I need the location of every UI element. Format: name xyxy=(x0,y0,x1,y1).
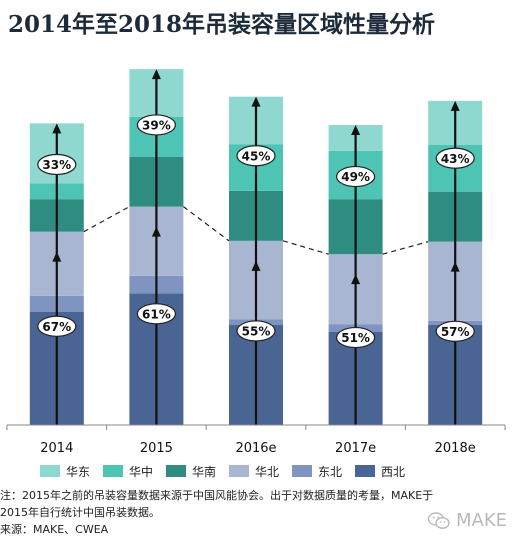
arrow-head xyxy=(351,125,361,135)
arrow-head-lower xyxy=(351,274,361,285)
legend-swatch xyxy=(40,465,60,477)
share-label-lower-2015: 61% xyxy=(142,307,171,321)
arrow-head-lower xyxy=(450,261,460,272)
legend-item-华中: 华中 xyxy=(103,462,166,480)
x-tick-label-2016e: 2016e xyxy=(235,441,276,456)
chart-legend: 华东 华中 华南 华北 东北 西北 xyxy=(40,462,500,480)
share-label-upper-2016e: 45% xyxy=(242,149,271,163)
dashed-connector xyxy=(382,241,429,255)
share-label-bg-upper xyxy=(336,165,376,188)
dashed-connector xyxy=(83,206,130,233)
stacked-bar-chart: 33% 67% 2014 39% 61% 2015 45% 55% 2016e 49% 51% 201… xyxy=(6,69,506,456)
share-label-lower-2016e: 55% xyxy=(242,324,271,338)
share-label-lower-2014: 67% xyxy=(42,320,71,334)
watermark-text: MAKE xyxy=(455,510,507,531)
arrow-head-lower xyxy=(151,226,161,237)
legend-label: 华东 xyxy=(66,464,91,479)
watermark: MAKE xyxy=(427,510,507,531)
share-label-lower-2018e: 57% xyxy=(441,325,470,339)
share-label-bg-upper xyxy=(435,147,475,169)
x-tick-label-2017e: 2017e xyxy=(335,441,376,456)
x-tick-label-2018e: 2018e xyxy=(435,441,476,456)
arrow-head-lower xyxy=(251,260,261,271)
share-label-upper-2014: 33% xyxy=(42,158,71,172)
arrow-head xyxy=(450,100,460,111)
legend-item-西北: 西北 xyxy=(355,462,418,480)
legend-swatch xyxy=(292,465,312,477)
legend-item-东北: 东北 xyxy=(292,462,355,480)
share-label-bg-lower xyxy=(336,326,376,349)
legend-swatch xyxy=(166,465,186,477)
arrow-head xyxy=(251,96,261,107)
legend-label: 华中 xyxy=(129,464,154,479)
share-label-bg-lower xyxy=(37,315,77,337)
legend-swatch xyxy=(103,465,123,477)
legend-swatch xyxy=(355,465,375,477)
x-tick-label-2015: 2015 xyxy=(140,441,173,456)
note-line-1: 注：2015年之前的吊装容量数据来源于中国风能协会。出于对数据质量的考量，MAK… xyxy=(0,489,434,502)
arrow-head-lower xyxy=(52,251,62,262)
chart-notes: 注：2015年之前的吊装容量数据来源于中国风能协会。出于对数据质量的考量，MAK… xyxy=(0,487,519,538)
share-label-lower-2017e: 51% xyxy=(341,331,370,345)
legend-item-华南: 华南 xyxy=(166,462,229,480)
share-label-bg-upper xyxy=(37,153,77,176)
legend-label: 西北 xyxy=(381,464,406,479)
arrow-head xyxy=(52,123,62,134)
legend-item-华北: 华北 xyxy=(229,462,292,480)
share-label-upper-2015: 39% xyxy=(142,118,171,132)
share-label-bg-upper xyxy=(236,145,276,167)
legend-label: 东北 xyxy=(318,464,343,479)
legend-swatch xyxy=(229,465,249,477)
arrow-head xyxy=(151,69,161,80)
note-line-2: 2015年自行统计中国吊装数据。 xyxy=(0,506,160,519)
legend-item-华东: 华东 xyxy=(40,462,103,480)
legend-label: 华北 xyxy=(255,464,280,479)
share-label-bg-lower xyxy=(435,320,475,342)
share-label-bg-lower xyxy=(236,320,276,342)
source-line: 来源：MAKE、CWEA xyxy=(0,523,109,536)
x-tick-label-2014: 2014 xyxy=(40,441,73,456)
share-label-upper-2017e: 49% xyxy=(341,170,370,184)
legend-label: 华南 xyxy=(192,464,217,479)
chart-title: 2014年至2018年吊装容量区域性量分析 xyxy=(8,11,436,38)
share-label-upper-2018e: 43% xyxy=(441,152,470,166)
dashed-connector xyxy=(282,240,329,255)
share-label-bg-upper xyxy=(136,114,176,136)
wechat-icon xyxy=(427,511,450,529)
dashed-connector xyxy=(183,206,230,242)
share-label-bg-lower xyxy=(136,303,176,325)
